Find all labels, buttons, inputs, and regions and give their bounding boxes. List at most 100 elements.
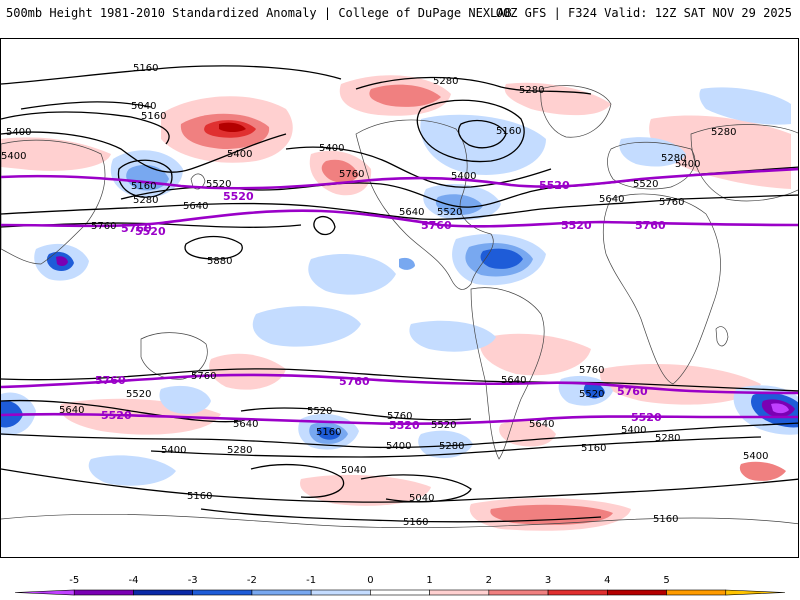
contour-label: 5640 xyxy=(529,419,554,430)
contour-5160-pole xyxy=(200,508,602,523)
highlight-contour-label: 5520 xyxy=(389,419,420,432)
contour-label: 5400 xyxy=(161,445,186,456)
anomaly-negative-region xyxy=(699,87,791,125)
contour-5160-north xyxy=(1,65,342,85)
anomaly-positive-region xyxy=(300,474,431,506)
colorbar-tick-label: -3 xyxy=(188,575,198,586)
contour-label: 5280 xyxy=(439,441,464,452)
contour-label: 5760 xyxy=(387,411,412,422)
contour-label: 5160 xyxy=(653,514,678,525)
contour-5520-south xyxy=(240,407,472,421)
contour-5280-south xyxy=(150,436,762,458)
contour-5400-north xyxy=(1,131,287,173)
contour-5640 xyxy=(1,194,798,220)
contour-label: 5760 xyxy=(191,371,216,382)
colorbar-swatch xyxy=(547,589,608,596)
colorbar-tick-label: -2 xyxy=(247,575,257,586)
colorbar-swatch xyxy=(133,589,193,596)
contour-polar-low-inner xyxy=(458,120,507,149)
contour-label: 5400 xyxy=(743,451,768,462)
colorbar-swatch xyxy=(725,589,786,596)
anomaly-positive-region xyxy=(321,159,359,183)
anomaly-positive-region xyxy=(480,333,591,376)
colorbar-swatch xyxy=(73,589,134,596)
anomaly-negative-region xyxy=(399,257,415,270)
anomaly-negative-region xyxy=(308,254,396,295)
colorbar-swatch xyxy=(310,589,371,596)
contour-label: 5280 xyxy=(433,76,458,87)
contour-5760-south-highlight xyxy=(1,373,798,395)
colorbar-swatch xyxy=(192,589,253,596)
anomaly-map: 5160 5040 5160 5400 5280 5280 5160 5400 … xyxy=(1,63,798,531)
contour-label: 5160 xyxy=(187,491,212,502)
map-panel[interactable]: 5160 5040 5160 5400 5280 5280 5160 5400 … xyxy=(0,38,799,558)
anomaly-negative-region xyxy=(56,256,68,267)
colorbar-swatch xyxy=(666,589,727,596)
contour-label: 5160 xyxy=(141,111,166,122)
anomaly-negative-region xyxy=(317,426,340,440)
contour-label: 5640 xyxy=(501,375,526,386)
colorbar-swatch xyxy=(251,589,312,596)
greenland-coast xyxy=(540,85,612,138)
anomaly-positive-region xyxy=(1,137,111,171)
model-run-info: 00Z GFS | F324 Valid: 12Z SAT NOV 29 202… xyxy=(495,6,792,20)
contour-label: 5040 xyxy=(341,465,366,476)
contour-5520-north-highlight xyxy=(1,167,798,190)
contour-labels: 5160 5040 5160 5400 5280 5280 5160 5400 … xyxy=(1,63,768,528)
contour-label: 5520 xyxy=(307,406,332,417)
contour-label: 5400 xyxy=(1,151,26,162)
contour-label: 5520 xyxy=(579,389,604,400)
anomaly-negative-region xyxy=(88,455,176,486)
contour-5880-loop xyxy=(184,235,243,260)
contour-5640-south xyxy=(1,399,242,423)
contour-label: 5400 xyxy=(6,127,31,138)
contour-label: 5280 xyxy=(661,153,686,164)
contour-label: 5520 xyxy=(633,179,658,190)
colorbar-tick-label: 1 xyxy=(426,575,432,586)
contour-label: 5520 xyxy=(206,179,231,190)
highlight-contour-label: 5520 xyxy=(223,190,254,203)
highlight-contour-label: 5520 xyxy=(539,179,570,192)
contour-label: 5520 xyxy=(437,207,462,218)
highlight-contour-label: 5760 xyxy=(635,219,666,232)
contour-label: 5640 xyxy=(233,419,258,430)
anomaly-negative-region xyxy=(583,383,605,399)
colorbar-tick-label: 5 xyxy=(663,575,669,586)
contour-label: 5160 xyxy=(316,427,341,438)
contour-5160-loop xyxy=(1,111,170,145)
highlight-contour-label: 5760 xyxy=(617,385,648,398)
contour-label: 5760 xyxy=(91,221,116,232)
anomaly-negative-region xyxy=(159,385,211,414)
colorbar-tick-label: 2 xyxy=(486,575,492,586)
contour-label: 5400 xyxy=(227,149,252,160)
colorbar-ticks: -5 -4 -3 -2 -1 0 1 2 3 4 5 xyxy=(69,575,669,586)
colorbar-tick-label: -5 xyxy=(69,575,79,586)
anomaly-positive-region xyxy=(499,420,556,447)
contour-label: 5280 xyxy=(519,85,544,96)
header: 500mb Height 1981-2010 Standardized Anom… xyxy=(0,0,800,30)
anomaly-positive-region xyxy=(219,122,246,132)
contour-label: 5280 xyxy=(227,445,252,456)
colorbar-tick-label: 4 xyxy=(604,575,610,586)
contour-label: 5400 xyxy=(319,143,344,154)
contour-label: 5400 xyxy=(386,441,411,452)
contour-polar-low xyxy=(416,99,525,163)
colorbar-tick-label: 0 xyxy=(367,575,373,586)
anomaly-negative-region xyxy=(420,114,546,175)
contour-label: 5640 xyxy=(183,201,208,212)
colorbar-swatch xyxy=(488,589,549,596)
contour-label: 5640 xyxy=(399,207,424,218)
anomaly-positive-region xyxy=(600,364,761,405)
anomaly-positive-region xyxy=(739,461,786,481)
contour-label: 5280 xyxy=(133,195,158,206)
africa-coast xyxy=(602,193,721,385)
anomaly-negative-region xyxy=(771,403,789,414)
highlight-contours xyxy=(1,167,798,426)
contour-5760-north-highlight xyxy=(1,209,798,228)
highlight-contour-label: 5520 xyxy=(631,411,662,424)
contour-label: 5280 xyxy=(711,127,736,138)
contour-5040-pole xyxy=(360,474,472,503)
contour-label: 5520 xyxy=(126,389,151,400)
asia-west-coast xyxy=(1,139,106,265)
colorbar-swatch xyxy=(14,589,75,596)
